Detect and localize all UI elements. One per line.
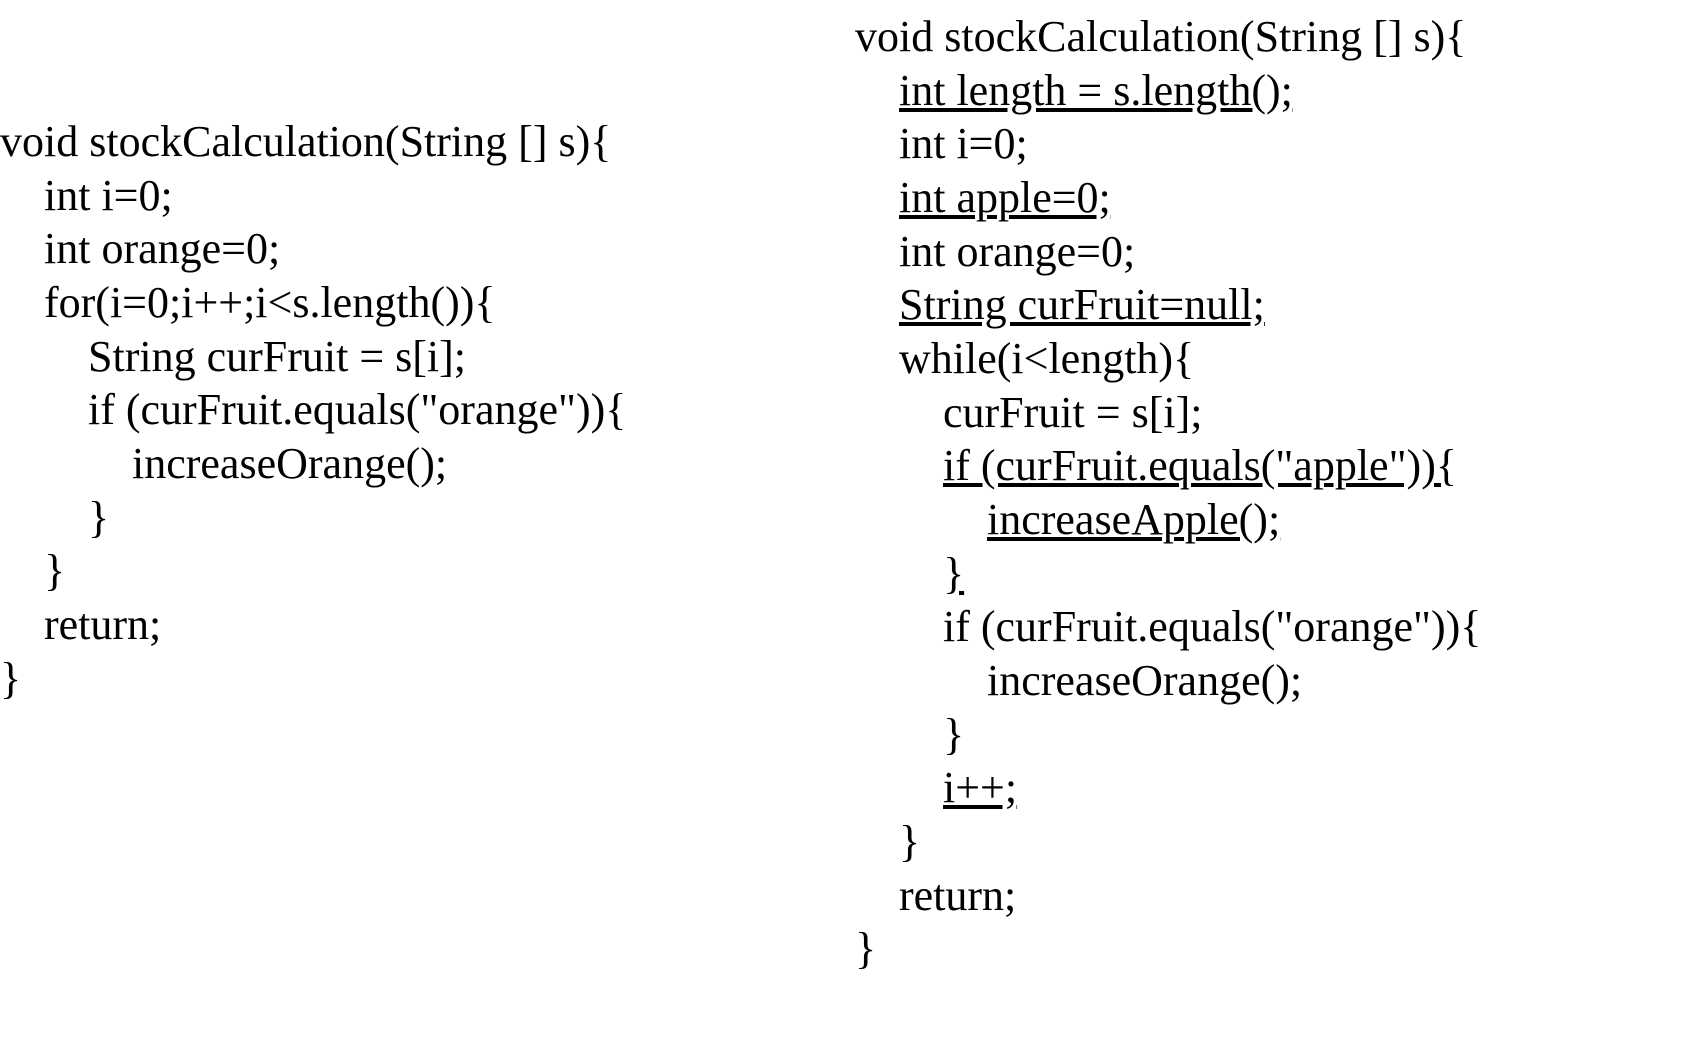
indent	[855, 817, 899, 866]
code-text: }	[943, 710, 964, 759]
left-line-3: for(i=0;i++;i<s.length()){	[0, 276, 626, 330]
indent	[0, 224, 44, 273]
indent	[855, 441, 943, 490]
code-text: int orange=0;	[899, 227, 1135, 276]
indent	[0, 600, 44, 649]
code-text: int length = s.length();	[899, 66, 1293, 115]
code-text: }	[943, 549, 964, 598]
right-line-7: curFruit = s[i];	[855, 386, 1481, 440]
code-text: increaseOrange();	[132, 439, 447, 488]
code-text: int orange=0;	[44, 224, 280, 273]
right-line-3: int apple=0;	[855, 171, 1481, 225]
indent	[855, 227, 899, 276]
left-line-1: int i=0;	[0, 169, 626, 223]
indent	[855, 656, 987, 705]
right-line-1: int length = s.length();	[855, 64, 1481, 118]
code-comparison: void stockCalculation(String [] s){ int …	[0, 0, 1690, 1048]
code-text: i++;	[943, 763, 1017, 812]
right-code-block: void stockCalculation(String [] s){ int …	[855, 10, 1481, 976]
code-text: void stockCalculation(String [] s){	[0, 117, 611, 166]
code-text: increaseApple();	[987, 495, 1280, 544]
indent	[855, 119, 899, 168]
right-line-2: int i=0;	[855, 117, 1481, 171]
left-line-7: }	[0, 491, 626, 545]
right-line-0: void stockCalculation(String [] s){	[855, 10, 1481, 64]
code-text: for(i=0;i++;i<s.length()){	[44, 278, 496, 327]
indent	[0, 546, 44, 595]
code-text: }	[88, 493, 109, 542]
left-line-0: void stockCalculation(String [] s){	[0, 115, 626, 169]
indent	[855, 602, 943, 651]
code-text: int i=0;	[44, 171, 173, 220]
indent	[0, 332, 88, 381]
right-line-12: increaseOrange();	[855, 654, 1481, 708]
indent	[855, 334, 899, 383]
right-line-4: int orange=0;	[855, 225, 1481, 279]
indent	[855, 549, 943, 598]
left-line-6: increaseOrange();	[0, 437, 626, 491]
right-line-5: String curFruit=null;	[855, 278, 1481, 332]
right-line-14: i++;	[855, 761, 1481, 815]
indent	[855, 710, 943, 759]
right-line-13: }	[855, 708, 1481, 762]
left-line-4: String curFruit = s[i];	[0, 330, 626, 384]
indent	[855, 66, 899, 115]
code-text: if (curFruit.equals("apple")){	[943, 441, 1457, 490]
code-text: void stockCalculation(String [] s){	[855, 12, 1466, 61]
code-text: int i=0;	[899, 119, 1028, 168]
code-text: if (curFruit.equals("orange")){	[88, 385, 626, 434]
indent	[855, 280, 899, 329]
indent	[855, 763, 943, 812]
indent	[855, 495, 987, 544]
code-text: increaseOrange();	[987, 656, 1302, 705]
code-text: return;	[44, 600, 161, 649]
code-text: curFruit = s[i];	[943, 388, 1202, 437]
code-text: while(i<length){	[899, 334, 1194, 383]
right-line-17: }	[855, 922, 1481, 976]
indent	[0, 439, 132, 488]
indent	[0, 493, 88, 542]
left-line-5: if (curFruit.equals("orange")){	[0, 383, 626, 437]
code-text: String curFruit = s[i];	[88, 332, 466, 381]
code-text: }	[899, 817, 920, 866]
code-text: if (curFruit.equals("orange")){	[943, 602, 1481, 651]
right-line-9: increaseApple();	[855, 493, 1481, 547]
indent	[855, 173, 899, 222]
right-line-6: while(i<length){	[855, 332, 1481, 386]
left-line-2: int orange=0;	[0, 222, 626, 276]
left-line-9: return;	[0, 598, 626, 652]
code-text: }	[855, 924, 876, 973]
left-line-8: }	[0, 544, 626, 598]
right-line-16: return;	[855, 869, 1481, 923]
right-line-8: if (curFruit.equals("apple")){	[855, 439, 1481, 493]
indent	[0, 278, 44, 327]
code-text: String curFruit=null;	[899, 280, 1265, 329]
indent	[855, 388, 943, 437]
code-text: return;	[899, 871, 1016, 920]
code-text: int apple=0;	[899, 173, 1111, 222]
code-text: }	[44, 546, 65, 595]
right-line-11: if (curFruit.equals("orange")){	[855, 600, 1481, 654]
right-line-10: }	[855, 547, 1481, 601]
indent	[855, 871, 899, 920]
indent	[0, 385, 88, 434]
left-code-block: void stockCalculation(String [] s){ int …	[0, 115, 626, 705]
code-text: }	[0, 654, 21, 703]
left-line-10: }	[0, 652, 626, 706]
right-line-15: }	[855, 815, 1481, 869]
indent	[0, 171, 44, 220]
